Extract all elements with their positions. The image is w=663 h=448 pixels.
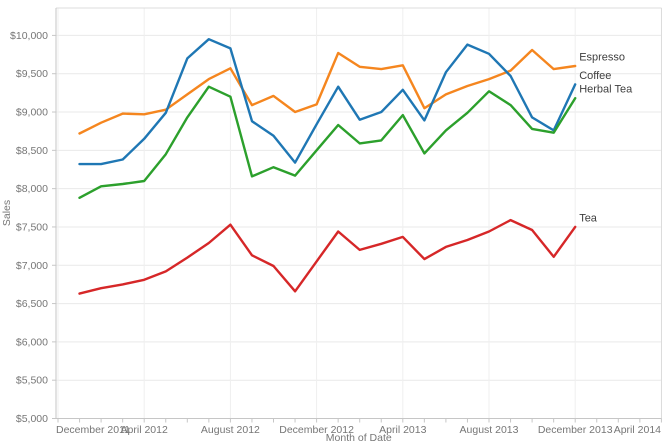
y-tick-label: $9,500 <box>16 68 48 80</box>
y-tick-label: $8,500 <box>16 145 48 157</box>
y-tick-label: $9,000 <box>16 107 48 119</box>
y-tick-label: $8,000 <box>16 183 48 195</box>
x-tick-label: August 2012 <box>201 424 260 436</box>
series-line-espresso <box>78 48 577 135</box>
y-tick-label: $6,000 <box>16 336 48 348</box>
y-tick-label: $7,500 <box>16 221 48 233</box>
x-tick-label: April 2014 <box>614 424 661 436</box>
x-tick-label: December 2012 <box>279 424 354 436</box>
series-end-label-herbal-tea: Herbal Tea <box>579 84 633 96</box>
x-tick-label: April 2012 <box>121 424 168 436</box>
y-tick-label: $5,000 <box>16 413 48 425</box>
y-tick-label: $10,000 <box>10 30 48 42</box>
series-line-tea <box>78 218 577 295</box>
y-tick-label: $6,500 <box>16 298 48 310</box>
series-end-label-espresso: Espresso <box>579 52 625 64</box>
x-tick-label: August 2013 <box>460 424 519 436</box>
x-tick-label: December 2013 <box>538 424 613 436</box>
series-end-label-coffee: Coffee <box>579 70 611 82</box>
x-tick-label: April 2013 <box>379 424 426 436</box>
series-line-coffee <box>78 38 577 166</box>
y-axis-title: Sales <box>1 200 13 226</box>
series-end-label-tea: Tea <box>579 212 598 224</box>
y-tick-label: $7,000 <box>16 260 48 272</box>
y-tick-label: $5,500 <box>16 375 48 387</box>
x-tick-label: December 2011 <box>56 424 130 436</box>
x-axis-title: Month of Date <box>326 432 392 444</box>
series-line-herbal-tea <box>78 85 577 200</box>
